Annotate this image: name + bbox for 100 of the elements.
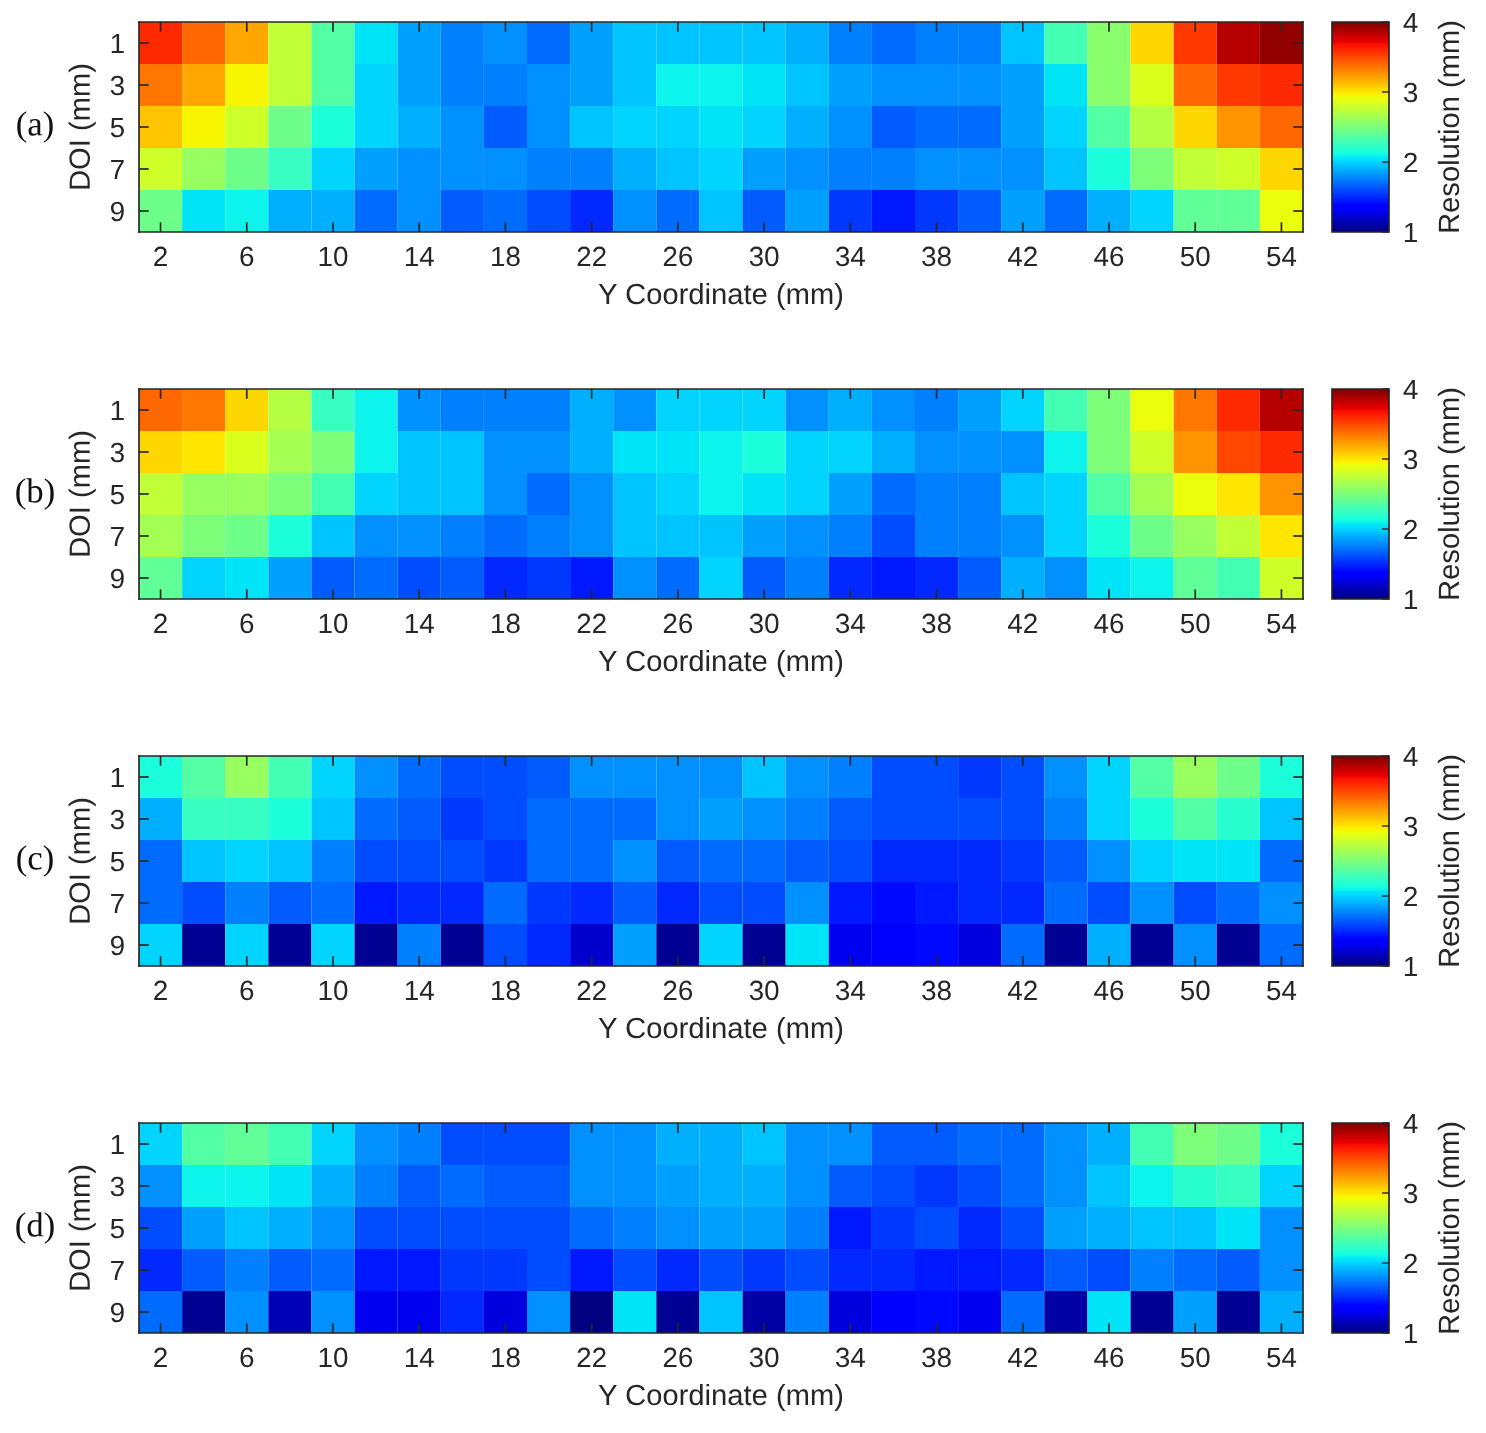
color-bar-title: Resolution (mm) — [1437, 21, 1465, 232]
color-bar-label: 3 — [1403, 82, 1418, 103]
color-bar-title: Resolution (mm) — [1437, 755, 1465, 966]
y-tick-label: 5 — [110, 117, 124, 138]
x-tick-label: 38 — [922, 1347, 951, 1368]
x-tick-label: 54 — [1267, 980, 1297, 1001]
x-tick-label: 34 — [835, 613, 865, 634]
x-tick-label: 18 — [492, 1347, 520, 1368]
text: (b) — [16, 478, 54, 510]
x-tick-label: 38 — [922, 980, 951, 1001]
x-tick-label: 6 — [240, 246, 254, 267]
x-tick-label: 6 — [240, 613, 254, 634]
x-tick-label: 34 — [835, 980, 865, 1001]
x-tick-label: 46 — [1094, 1347, 1124, 1368]
x-tick-label: 46 — [1094, 980, 1124, 1001]
y-tick-label: 3 — [110, 75, 124, 96]
y-tick-label: 9 — [110, 1302, 124, 1323]
x-tick-label: 46 — [1094, 613, 1124, 634]
y-tick-label: 5 — [110, 851, 124, 872]
y-tick-label: 7 — [111, 1260, 124, 1281]
x-tick-label: 22 — [577, 246, 606, 267]
color-bar-label: 3 — [1403, 816, 1418, 837]
x-tick-label: 38 — [922, 246, 951, 267]
color-bar-label: 1 — [1405, 222, 1417, 243]
y-tick-label: 9 — [110, 935, 124, 956]
x-tick-label: 30 — [749, 246, 779, 267]
x-tick-label: 10 — [319, 1347, 348, 1368]
x-tick-label: 34 — [835, 246, 865, 267]
color-bar-label: 3 — [1403, 449, 1418, 470]
x-tick-label: 2 — [154, 1347, 167, 1368]
x-tick-label: 30 — [749, 1347, 779, 1368]
x-axis-title: Y Coordinate (mm) — [598, 1016, 843, 1045]
color-bar-label: 2 — [1404, 886, 1417, 907]
x-tick-label: 26 — [663, 980, 693, 1001]
x-tick-label: 18 — [492, 980, 520, 1001]
x-tick-label: 42 — [1007, 246, 1037, 267]
x-tick-label: 14 — [405, 1347, 434, 1368]
x-tick-label: 10 — [319, 246, 348, 267]
color-bar-label: 4 — [1403, 746, 1418, 767]
y-tick-label: 1 — [111, 1134, 124, 1155]
x-tick-label: 6 — [240, 980, 254, 1001]
y-axis-title: DOI (mm) — [68, 64, 96, 189]
y-axis-title: DOI (mm) — [68, 798, 96, 923]
text: (a) — [17, 111, 53, 143]
x-tick-label: 22 — [577, 613, 606, 634]
x-tick-label: 10 — [319, 613, 348, 634]
y-tick-label: 5 — [110, 484, 124, 505]
x-tick-label: 18 — [492, 246, 520, 267]
x-tick-label: 50 — [1180, 1347, 1210, 1368]
y-tick-label: 1 — [111, 767, 124, 788]
x-axis-title: Y Coordinate (mm) — [598, 649, 843, 678]
x-tick-label: 22 — [577, 980, 606, 1001]
x-tick-label: 54 — [1267, 246, 1297, 267]
y-axis-title: DOI (mm) — [68, 431, 96, 556]
color-bar-label: 4 — [1403, 12, 1418, 33]
x-tick-label: 42 — [1007, 613, 1037, 634]
x-tick-label: 22 — [577, 1347, 606, 1368]
x-tick-label: 42 — [1007, 1347, 1037, 1368]
y-tick-label: 9 — [110, 201, 124, 222]
y-tick-label: 9 — [110, 568, 124, 589]
y-tick-label: 5 — [110, 1218, 124, 1239]
y-axis-title: DOI (mm) — [68, 1165, 96, 1290]
x-tick-label: 50 — [1180, 246, 1210, 267]
x-tick-label: 34 — [835, 1347, 865, 1368]
color-bar-title: Resolution (mm) — [1437, 1122, 1465, 1333]
x-tick-label: 30 — [749, 980, 779, 1001]
x-axis-title: Y Coordinate (mm) — [598, 1383, 843, 1412]
x-tick-label: 10 — [319, 980, 348, 1001]
color-bar-label: 1 — [1405, 1323, 1417, 1344]
y-tick-label: 7 — [111, 893, 124, 914]
color-bar-title: Resolution (mm) — [1437, 388, 1465, 599]
x-tick-label: 2 — [154, 246, 167, 267]
x-tick-label: 42 — [1007, 980, 1037, 1001]
y-tick-label: 3 — [110, 1176, 124, 1197]
color-bar-label: 4 — [1403, 1113, 1418, 1134]
x-tick-label: 26 — [663, 613, 693, 634]
y-tick-label: 7 — [111, 159, 124, 180]
y-tick-label: 7 — [111, 526, 124, 547]
text: (d) — [16, 1212, 54, 1244]
x-axis-title: Y Coordinate (mm) — [598, 282, 843, 311]
color-bar-label: 2 — [1404, 152, 1417, 173]
x-tick-label: 14 — [405, 980, 434, 1001]
color-bar-label: 1 — [1405, 589, 1417, 610]
x-tick-label: 54 — [1267, 613, 1297, 634]
color-bar-label: 1 — [1405, 956, 1417, 977]
y-tick-label: 1 — [111, 400, 124, 421]
x-tick-label: 50 — [1180, 613, 1210, 634]
color-bar-label: 4 — [1403, 379, 1418, 400]
color-bar-label: 2 — [1404, 519, 1417, 540]
x-tick-label: 6 — [240, 1347, 254, 1368]
color-bar-label: 3 — [1403, 1183, 1418, 1204]
x-tick-label: 54 — [1267, 1347, 1297, 1368]
x-tick-label: 46 — [1094, 246, 1124, 267]
x-tick-label: 50 — [1180, 980, 1210, 1001]
x-tick-label: 2 — [154, 980, 167, 1001]
color-bar-label: 2 — [1404, 1253, 1417, 1274]
x-tick-label: 2 — [154, 613, 167, 634]
y-tick-label: 3 — [110, 442, 124, 463]
x-tick-label: 38 — [922, 613, 951, 634]
x-tick-label: 26 — [663, 1347, 693, 1368]
